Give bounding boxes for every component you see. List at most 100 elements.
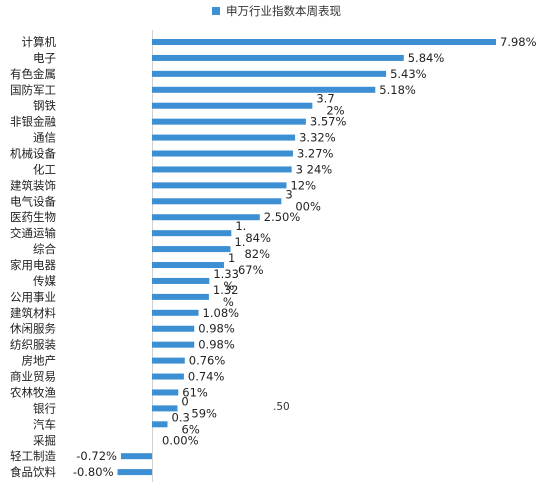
bar (152, 150, 293, 157)
value-label: 1. (234, 235, 245, 249)
category-label: 非银金融 (10, 115, 56, 129)
value-label: 1.08% (203, 306, 240, 320)
category-label: 通信 (33, 131, 56, 145)
bar (152, 54, 404, 61)
bar (152, 102, 313, 109)
stray-labels: .50 (273, 401, 290, 413)
category-label: 医药生物 (10, 210, 56, 224)
value-label: 1 (228, 251, 235, 265)
value-label: 6% (182, 422, 200, 436)
category-label: 农林牧渔 (10, 385, 56, 399)
category-label: 食品饮料 (10, 465, 56, 479)
value-label: 0.00% (162, 433, 199, 447)
value-label: 3.57% (310, 115, 347, 129)
category-label: 休闲服务 (10, 322, 56, 336)
category-label: 国防军工 (10, 83, 56, 97)
bar (152, 166, 292, 173)
category-label: 建筑材料 (10, 306, 56, 320)
category-label: 钢铁 (33, 99, 56, 113)
category-label: 采掘 (33, 433, 56, 447)
value-label: 0.74% (188, 370, 225, 384)
bar (152, 357, 185, 364)
value-label: 3.27% (297, 147, 334, 161)
bar (152, 86, 376, 93)
value-label: 1.33 (213, 267, 239, 281)
category-labels: 计算机电子有色金属国防军工钢铁非银金融通信机械设备化工建筑装饰电气设备医药生物交… (10, 35, 56, 479)
value-label: 3.32% (299, 131, 336, 145)
bar (152, 373, 184, 380)
bar (152, 389, 179, 396)
category-label: 计算机 (22, 35, 57, 49)
value-label: 0.98% (198, 322, 235, 336)
legend-label: 申万行业指数本周表现 (226, 4, 341, 18)
category-label: 轻工制造 (10, 449, 56, 463)
bar (152, 341, 195, 348)
value-label: 67% (238, 263, 264, 277)
bar (152, 118, 306, 125)
category-label: 房地产 (22, 354, 57, 368)
category-label: 建筑装饰 (10, 178, 56, 192)
value-label: 59% (191, 406, 217, 420)
value-label: 12% (290, 178, 316, 192)
bar (152, 325, 195, 332)
bar (152, 421, 168, 428)
bar (152, 293, 209, 300)
category-label: 综合 (33, 242, 56, 256)
value-label: 0.98% (198, 338, 235, 352)
category-label: 商业贸易 (10, 370, 56, 384)
bar (152, 262, 224, 269)
value-labels: 7.98% 5.84% 5.43% 5.18% 3.72%3.57% 3.32% 3.27%… (73, 35, 537, 479)
category-label: 纺织服装 (10, 338, 56, 352)
value-label: 0 (181, 394, 188, 408)
value-label: -0.72% (76, 449, 117, 463)
value-label: 5.18% (379, 83, 416, 97)
bars (117, 39, 496, 476)
value-label: -0.80% (73, 465, 114, 479)
value-label: % (223, 279, 234, 293)
category-label: 汽车 (33, 417, 56, 431)
value-label: 0.76% (189, 354, 226, 368)
category-label: 公用事业 (10, 290, 56, 304)
bar (152, 198, 282, 205)
value-label: 2% (326, 104, 344, 118)
bar (152, 405, 178, 412)
bar (152, 214, 260, 221)
value-label: 84% (245, 231, 271, 245)
category-label: 电子 (33, 51, 56, 65)
bar (152, 134, 296, 141)
bar (152, 309, 199, 316)
category-label: 银行 (33, 401, 56, 415)
bar (152, 230, 232, 237)
category-label: 机械设备 (10, 147, 56, 161)
value-label: 3.7 (316, 92, 334, 106)
value-label: 5.43% (390, 67, 427, 81)
value-label: 82% (244, 247, 270, 261)
bar (152, 70, 387, 77)
category-label: 电气设备 (10, 194, 56, 208)
value-label: 00% (295, 199, 321, 213)
legend: 申万行业指数本周表现 (212, 4, 341, 18)
value-label: 0.3 (172, 410, 190, 424)
value-label: 1.32 (213, 283, 239, 297)
category-label: 传媒 (33, 274, 56, 288)
value-label: % (223, 295, 234, 309)
value-label: 7.98% (500, 35, 537, 49)
bar (117, 469, 152, 476)
stray-label: .50 (273, 401, 290, 413)
bar (152, 277, 210, 284)
bar (152, 246, 231, 253)
value-label: 2.50% (264, 210, 301, 224)
category-label: 交通运输 (10, 226, 56, 240)
bar (120, 453, 152, 460)
category-label: 化工 (33, 162, 56, 176)
bar (152, 182, 287, 189)
value-label: 61% (182, 385, 208, 399)
bar (152, 39, 496, 45)
value-label: 3 24% (296, 162, 333, 176)
category-label: 有色金属 (10, 67, 56, 81)
value-label: 1. (235, 219, 246, 233)
legend-swatch (212, 7, 220, 15)
value-label: 5.84% (408, 51, 445, 65)
category-label: 家用电器 (10, 258, 56, 272)
